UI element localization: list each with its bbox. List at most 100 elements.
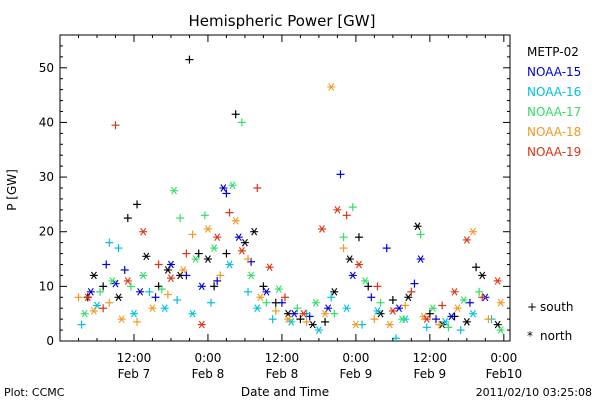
data-point-south	[342, 211, 351, 220]
data-point-south	[207, 298, 216, 307]
data-point-north	[256, 293, 265, 302]
data-point-north	[395, 304, 404, 313]
data-point-south	[367, 293, 376, 302]
data-point-south	[376, 298, 385, 307]
data-point-south	[126, 282, 135, 291]
data-point-south	[231, 110, 240, 119]
data-point-north	[398, 315, 407, 323]
data-point-north	[92, 301, 101, 310]
data-point-north	[108, 277, 117, 285]
x-tick-time: 0:00	[194, 351, 221, 365]
data-point-north	[284, 315, 293, 323]
data-point-south	[410, 279, 419, 288]
data-point-north	[462, 318, 471, 326]
data-point-north	[422, 315, 431, 323]
data-point-north	[139, 271, 148, 280]
data-point-south	[151, 293, 160, 302]
data-point-south	[157, 285, 166, 294]
data-point-north	[240, 238, 249, 247]
data-point-north	[311, 298, 320, 307]
y-tick-label: 10	[39, 279, 54, 293]
legend-entry-noaa-18: NOAA-18	[527, 125, 581, 139]
data-point-south	[364, 282, 373, 291]
data-point-south	[244, 287, 253, 296]
legend-entry-noaa-16: NOAA-16	[527, 85, 581, 99]
data-point-north	[496, 326, 505, 334]
data-point-north	[231, 216, 240, 225]
data-point-north	[459, 296, 468, 304]
data-point-south	[173, 296, 182, 305]
data-point-south	[339, 233, 348, 242]
data-point-south	[339, 244, 348, 253]
data-point-north	[203, 255, 212, 263]
chart-title: Hemispheric Power [GW]	[189, 12, 376, 30]
data-point-south	[163, 290, 172, 299]
data-point-south	[222, 249, 231, 258]
data-point-north	[330, 288, 339, 296]
data-point-north	[129, 309, 138, 318]
data-point-north	[237, 247, 246, 255]
data-point-north	[453, 304, 462, 313]
data-point-south	[327, 293, 336, 302]
data-point-south	[465, 298, 474, 307]
symbol-legend-label-north: north	[540, 329, 572, 343]
data-point-south	[416, 230, 425, 239]
data-point-south	[382, 244, 391, 253]
data-point-north	[290, 309, 299, 318]
data-point-north	[228, 181, 237, 190]
data-point-north	[136, 288, 145, 296]
data-point-south	[281, 293, 289, 302]
legend-entry-noaa-15: NOAA-15	[527, 65, 581, 79]
data-point-north	[478, 271, 487, 280]
data-point-north	[345, 255, 354, 263]
data-point-south	[188, 230, 197, 239]
data-point-south	[216, 271, 225, 280]
data-point-south	[302, 317, 311, 326]
data-point-north	[163, 266, 172, 274]
data-point-south	[370, 315, 379, 324]
legend-entry-noaa-19: NOAA-19	[527, 145, 581, 159]
data-point-south	[435, 320, 444, 329]
data-point-north	[354, 260, 363, 269]
data-point-north	[493, 320, 502, 329]
series-metp-02	[83, 55, 502, 329]
series-noaa-19	[83, 121, 502, 329]
data-point-south	[194, 249, 203, 258]
data-point-north	[160, 304, 169, 313]
data-point-south	[145, 287, 154, 296]
data-point-south	[388, 296, 397, 305]
x-tick-time: 0:00	[342, 351, 369, 365]
data-point-north	[321, 309, 330, 318]
data-point-north	[351, 320, 360, 329]
data-point-south	[438, 301, 447, 310]
data-point-south	[271, 306, 280, 315]
data-point-south	[120, 265, 129, 274]
x-tick-date: Feb 8	[266, 367, 299, 381]
data-point-north	[308, 320, 317, 329]
data-point-north	[299, 309, 308, 318]
data-point-north	[265, 263, 274, 272]
legend-entry-noaa-17: NOAA-17	[527, 105, 581, 119]
data-point-north	[342, 304, 351, 313]
data-point-north	[89, 271, 98, 280]
data-point-south	[432, 315, 441, 324]
y-tick-label: 20	[39, 225, 54, 239]
series-noaa-15	[86, 170, 490, 324]
data-point-south	[422, 323, 431, 332]
data-point-south	[237, 118, 246, 127]
data-point-north	[191, 255, 200, 263]
data-point-north	[447, 312, 456, 321]
data-point-south	[133, 317, 142, 326]
data-point-south	[182, 249, 191, 258]
data-point-south	[456, 326, 465, 335]
data-point-south	[210, 282, 219, 291]
data-point-south	[321, 317, 330, 326]
data-point-north	[188, 309, 197, 318]
data-point-north	[142, 252, 151, 261]
data-point-north	[117, 315, 126, 323]
data-point-south	[425, 309, 434, 318]
data-point-north	[114, 293, 123, 302]
legend-entry-metp-02: METP-02	[527, 45, 579, 59]
series-noaa-17	[80, 118, 505, 334]
data-point-north	[493, 277, 502, 285]
